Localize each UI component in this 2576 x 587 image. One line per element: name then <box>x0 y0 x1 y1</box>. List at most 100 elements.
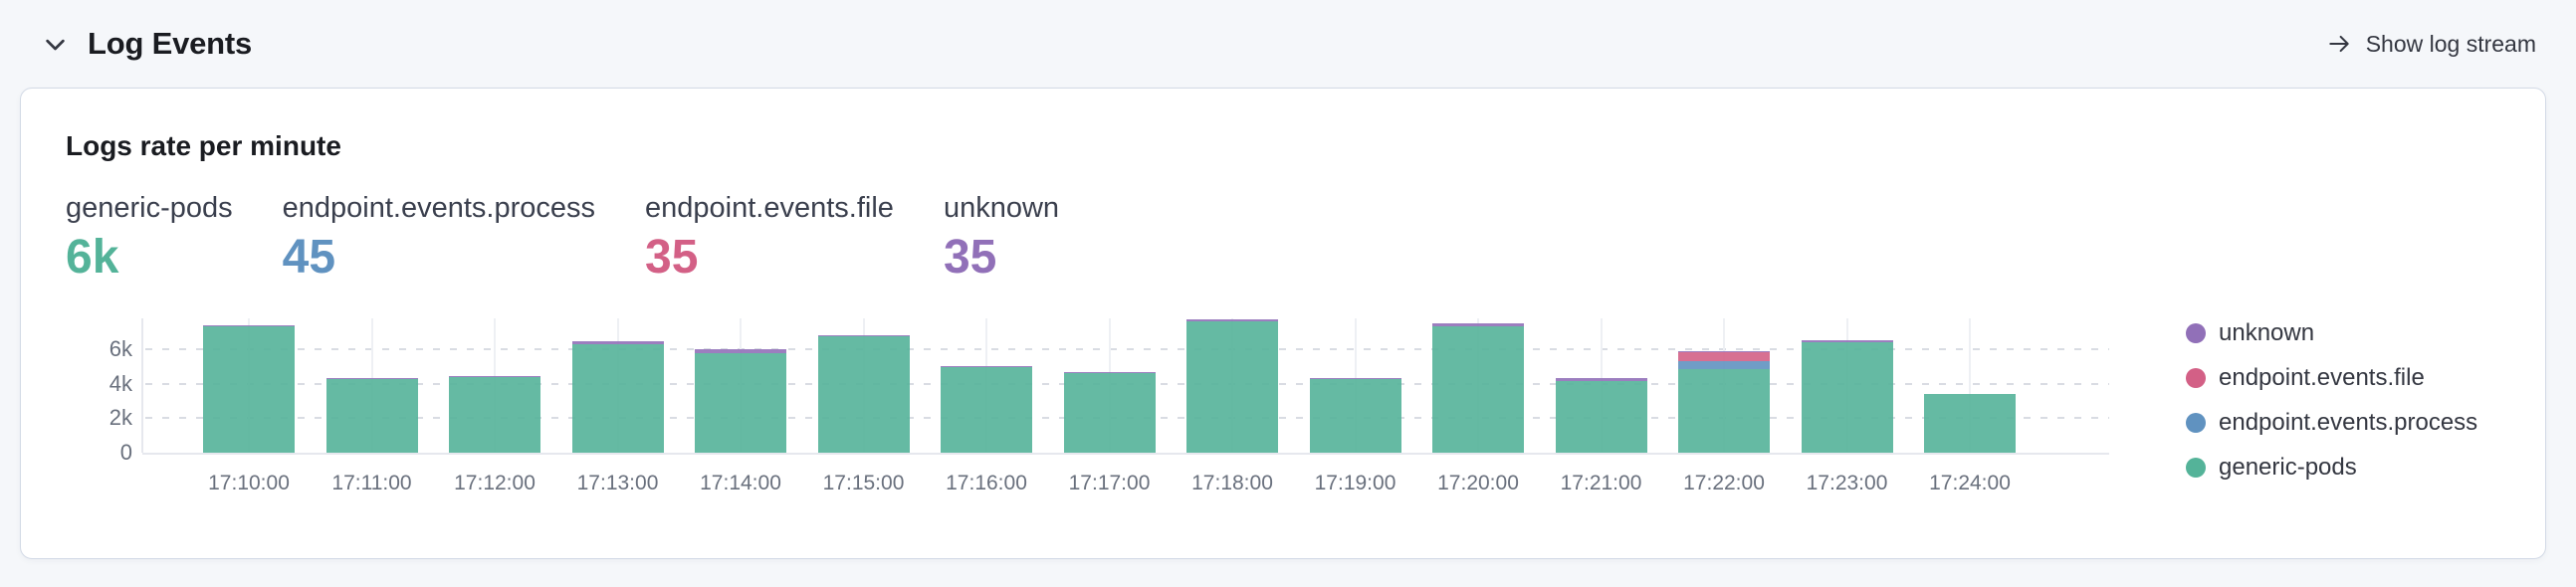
bar-17:23:00[interactable] <box>1801 339 1893 453</box>
logs-rate-panel: Logs rate per minute generic-pods 6k endpo… <box>20 88 2546 559</box>
y-tick-label: 6k <box>108 336 132 362</box>
x-tick-label: 17:12:00 <box>454 472 536 494</box>
legend-label: unknown <box>2219 318 2315 346</box>
bar-segment-unknown <box>1678 351 1770 353</box>
metric-label: generic-pods <box>66 192 233 224</box>
metric-value: 35 <box>943 231 997 284</box>
x-tick-label: 17:17:00 <box>1068 472 1151 494</box>
metric-label: endpoint.events.process <box>282 192 596 224</box>
bar-segment-generic-pods <box>1063 373 1156 453</box>
x-tick-label: 17:22:00 <box>1683 472 1765 494</box>
bar-segment-unknown <box>1432 323 1524 326</box>
show-log-stream-label: Show log stream <box>2365 30 2536 57</box>
x-tick-label: 17:20:00 <box>1437 472 1519 494</box>
bar-segment-unknown <box>449 376 540 378</box>
bar-segment-generic-pods <box>695 353 786 453</box>
bar-segment-unknown <box>695 349 786 354</box>
legend-item-generic-pods[interactable]: generic-pods <box>2186 445 2477 489</box>
bar-segment-generic-pods <box>1309 378 1401 453</box>
section-title: Log Events <box>88 26 253 61</box>
x-axis-baseline <box>142 453 2109 455</box>
metric-value: 6k <box>66 231 119 284</box>
y-axis-line <box>141 318 143 453</box>
x-tick-label: 17:14:00 <box>700 472 781 494</box>
bar-segment-generic-pods <box>1678 369 1770 453</box>
legend-label: generic-pods <box>2219 453 2357 481</box>
show-log-stream-link[interactable]: Show log stream <box>2326 31 2536 58</box>
chevron-down-icon[interactable] <box>38 27 72 61</box>
bar-segment-generic-pods <box>449 377 540 453</box>
bar-17:10:00[interactable] <box>203 324 295 453</box>
bar-17:19:00[interactable] <box>1309 377 1401 453</box>
y-tick-label: 0 <box>119 440 132 465</box>
bar-segment-generic-pods <box>817 335 910 453</box>
chart-legend: unknown endpoint.events.file endpoint.even… <box>2186 310 2477 489</box>
section-header: Log Events Show log stream <box>0 0 2576 88</box>
bar-segment-endpoint.events.file <box>1678 352 1770 362</box>
bar-17:15:00[interactable] <box>817 334 910 453</box>
bar-segment-unknown <box>1309 377 1401 379</box>
bar-segment-generic-pods <box>1555 380 1647 453</box>
legend-item-unknown[interactable]: unknown <box>2186 310 2477 355</box>
y-tick-label: 2k <box>108 405 132 431</box>
x-tick-label: 17:13:00 <box>576 472 659 494</box>
x-tick-label: 17:23:00 <box>1806 472 1888 494</box>
bar-17:16:00[interactable] <box>941 365 1032 453</box>
metric-endpoint.events.file: endpoint.events.file 35 <box>645 191 894 282</box>
bar-segment-unknown <box>1555 378 1647 381</box>
bar-segment-unknown <box>817 334 910 336</box>
bar-17:13:00[interactable] <box>571 341 664 453</box>
metric-label: endpoint.events.file <box>645 192 894 224</box>
vertical-gridline <box>1969 318 1971 453</box>
bar-17:22:00[interactable] <box>1678 351 1770 453</box>
bar-segment-unknown <box>203 324 295 326</box>
bar-segment-endpoint.events.process <box>1678 361 1770 370</box>
metrics-row: generic-pods 6k endpoint.events.process 45 e… <box>66 191 1059 282</box>
panel-title: Logs rate per minute <box>66 130 341 161</box>
bar-segment-unknown <box>325 378 418 380</box>
x-tick-label: 17:15:00 <box>822 472 905 494</box>
bar-17:18:00[interactable] <box>1186 319 1278 453</box>
legend-item-endpoint.events.file[interactable]: endpoint.events.file <box>2186 355 2477 400</box>
bar-segment-unknown <box>1801 339 1893 342</box>
x-tick-label: 17:11:00 <box>331 472 412 494</box>
metric-unknown: unknown 35 <box>944 191 1059 282</box>
bar-17:24:00[interactable] <box>1924 394 2016 453</box>
bar-segment-unknown <box>1186 319 1278 322</box>
x-tick-label: 17:19:00 <box>1314 472 1396 494</box>
legend-dot <box>2186 412 2206 433</box>
y-tick-label: 4k <box>108 370 132 396</box>
legend-label: endpoint.events.file <box>2219 363 2425 391</box>
bar-17:20:00[interactable] <box>1432 323 1524 453</box>
bar-segment-generic-pods <box>571 343 664 453</box>
x-tick-label: 17:21:00 <box>1560 472 1642 494</box>
bar-segment-generic-pods <box>941 366 1032 453</box>
gridline-6k <box>145 348 2109 351</box>
x-tick-label: 17:16:00 <box>946 472 1027 494</box>
arrow-right-icon <box>2326 31 2352 57</box>
metric-label: unknown <box>943 192 1060 224</box>
bar-segment-generic-pods <box>1801 341 1893 453</box>
bar-segment-unknown <box>571 341 664 344</box>
legend-dot <box>2186 322 2206 343</box>
legend-label: endpoint.events.process <box>2219 408 2478 436</box>
bar-17:17:00[interactable] <box>1063 372 1156 453</box>
bar-segment-unknown <box>1063 372 1156 374</box>
bar-17:11:00[interactable] <box>325 378 418 453</box>
bar-17:12:00[interactable] <box>449 376 540 453</box>
metric-generic-pods: generic-pods 6k <box>66 191 233 282</box>
bar-segment-generic-pods <box>1924 394 2016 453</box>
bar-17:21:00[interactable] <box>1555 378 1647 453</box>
legend-dot <box>2186 367 2206 388</box>
bar-17:14:00[interactable] <box>695 349 786 453</box>
x-tick-label: 17:24:00 <box>1929 472 2011 494</box>
bar-segment-generic-pods <box>325 379 418 453</box>
legend-item-endpoint.events.process[interactable]: endpoint.events.process <box>2186 400 2477 445</box>
metric-value: 45 <box>282 231 336 284</box>
metric-endpoint.events.process: endpoint.events.process 45 <box>283 191 595 282</box>
x-tick-label: 17:10:00 <box>208 472 290 494</box>
metric-value: 35 <box>645 231 699 284</box>
bar-segment-generic-pods <box>1186 321 1278 453</box>
x-tick-label: 17:18:00 <box>1191 472 1273 494</box>
